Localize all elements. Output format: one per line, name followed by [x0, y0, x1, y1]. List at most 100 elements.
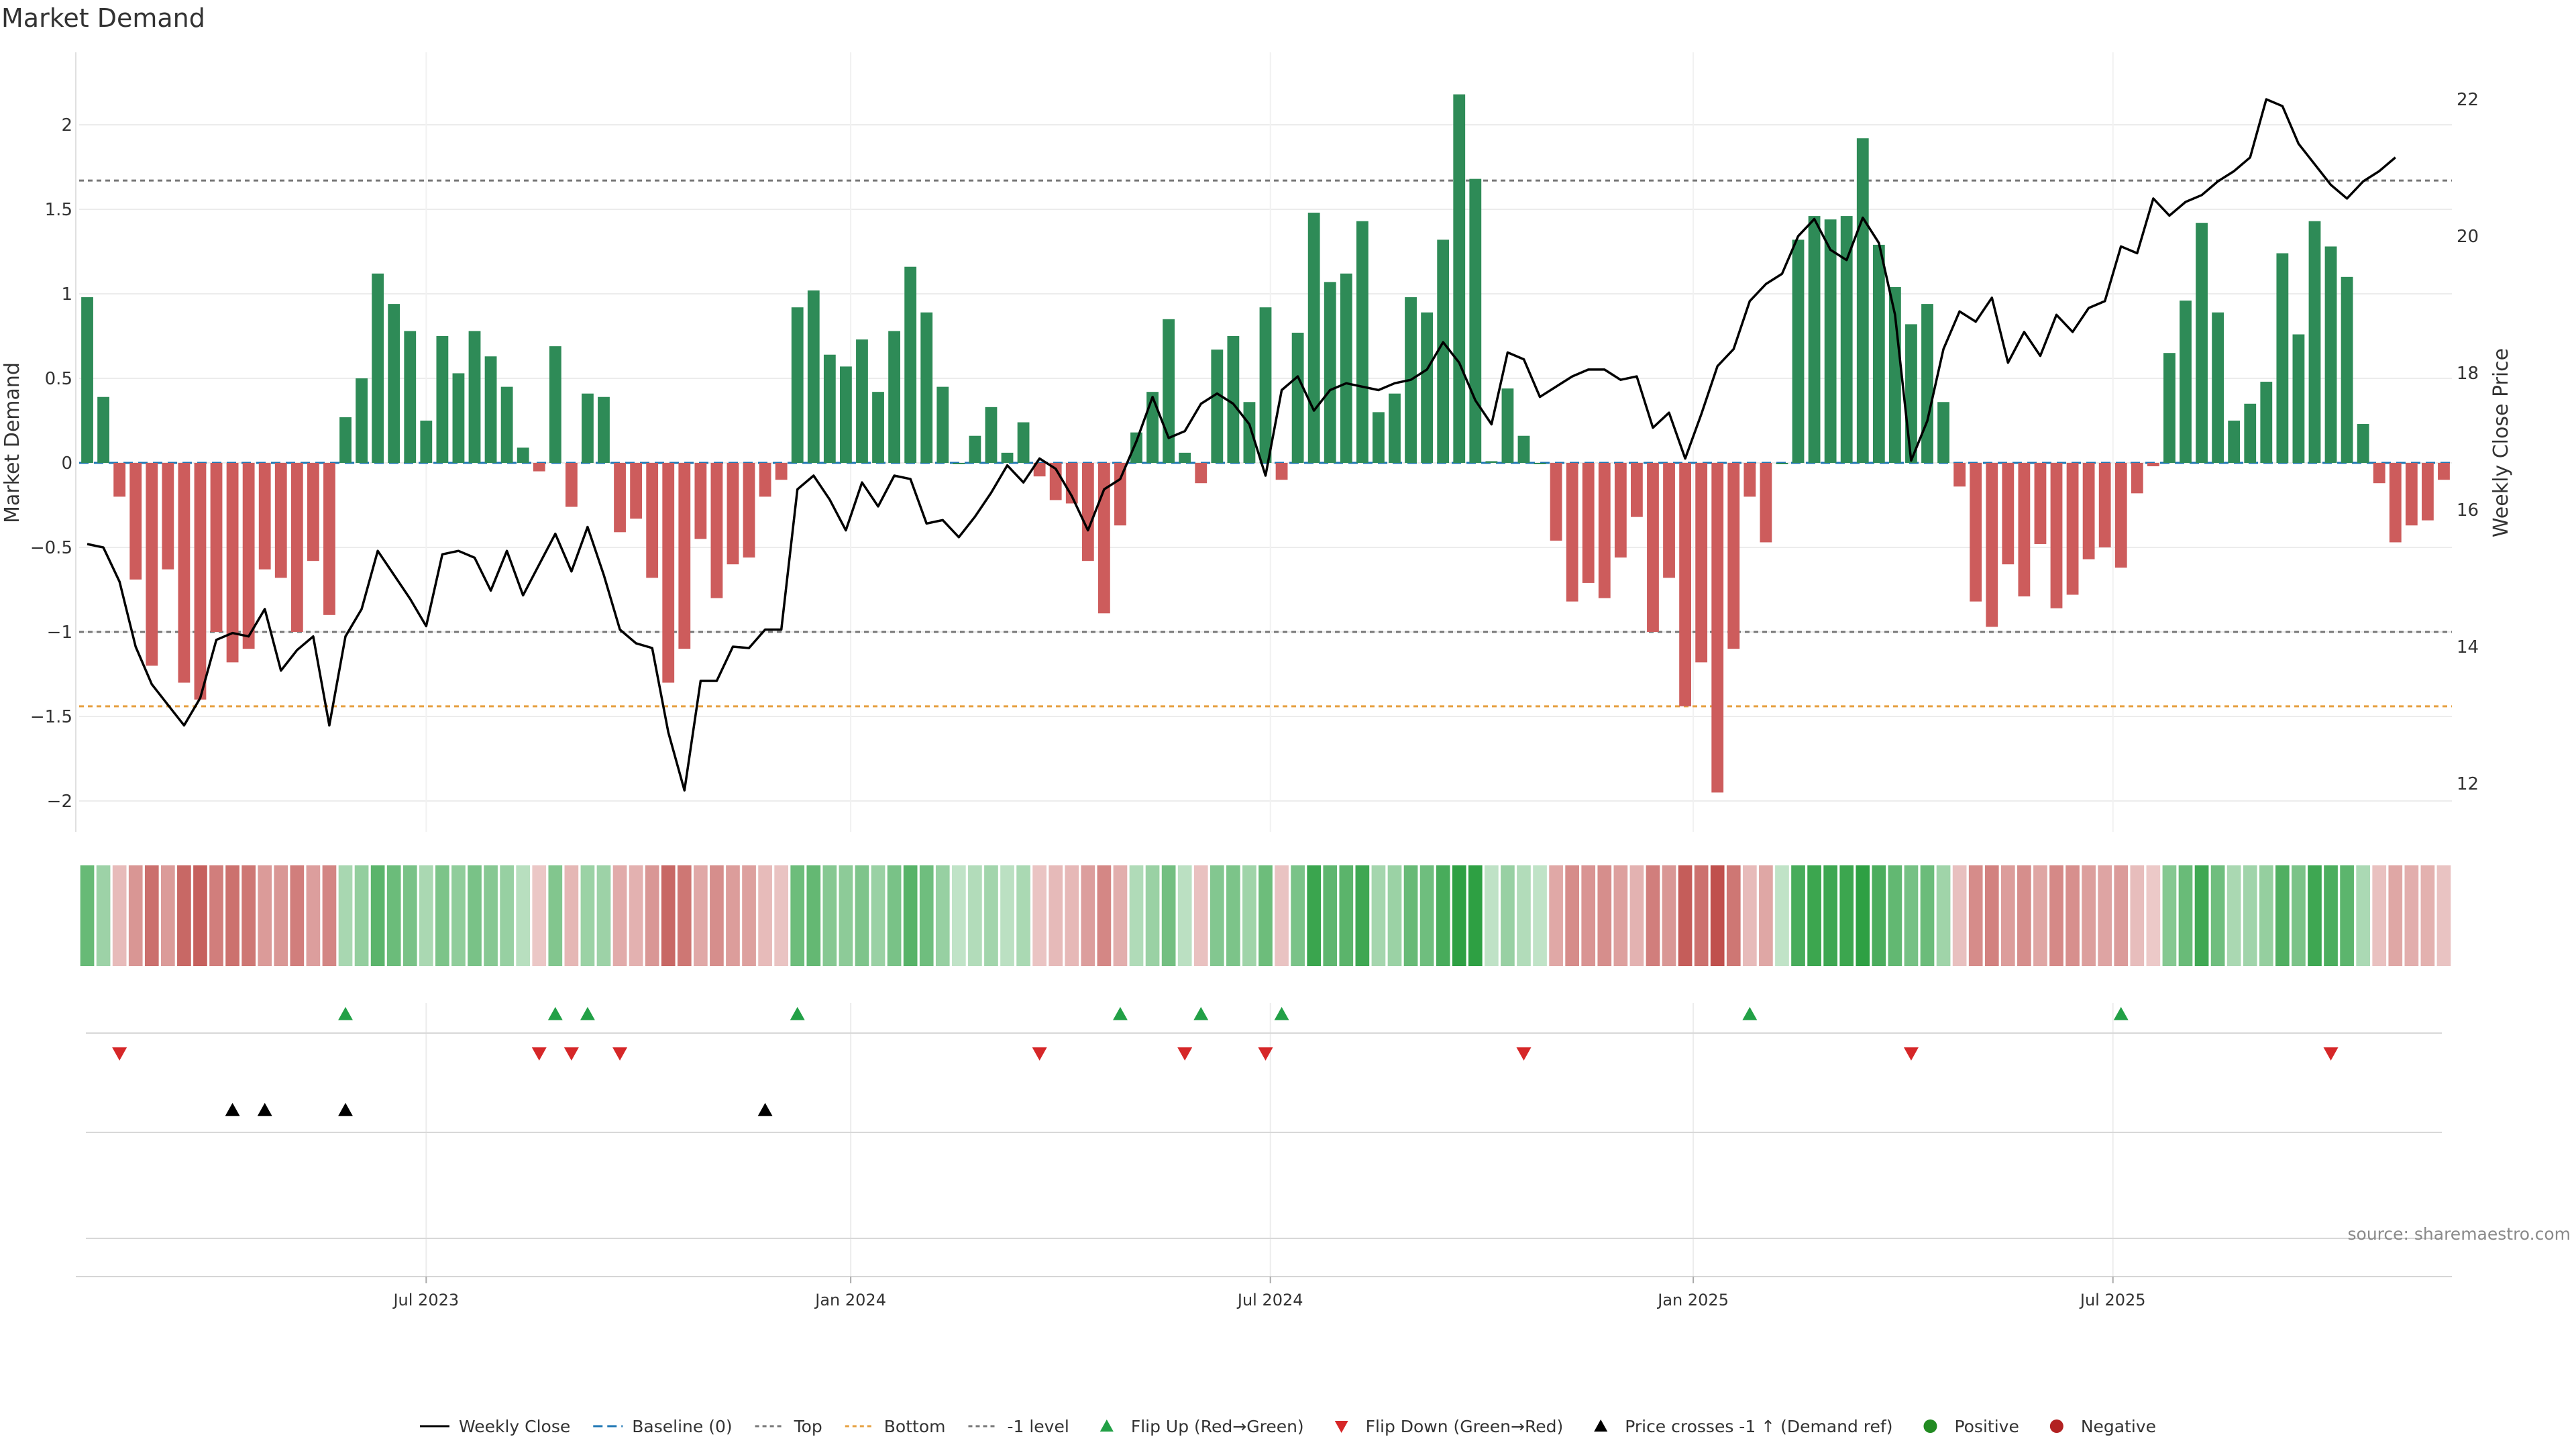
x-tick-label: Jan 2024 — [814, 1291, 886, 1309]
demand-bar — [307, 463, 319, 561]
demand-bar — [2066, 463, 2079, 595]
y-axis-right-title: Weekly Close Price — [2489, 348, 2513, 537]
strip-cell — [1097, 865, 1112, 966]
legend-item: Flip Up (Red→Green) — [1099, 1417, 1304, 1436]
demand-bar — [1711, 463, 1724, 793]
demand-bar — [2308, 221, 2321, 463]
demand-bar — [1211, 350, 1224, 463]
strip-cell — [2098, 865, 2112, 966]
strip-cell — [564, 865, 579, 966]
strip-cell — [1113, 865, 1128, 966]
strip-cell — [1323, 865, 1338, 966]
strip-cell — [1888, 865, 1902, 966]
strip-cell — [661, 865, 676, 966]
demand-bar — [1566, 463, 1578, 602]
demand-bar — [1324, 282, 1336, 463]
demand-bar — [1679, 463, 1691, 706]
demand-bar — [969, 435, 981, 463]
strip-cell — [2178, 865, 2193, 966]
demand-bar — [484, 356, 497, 463]
strip-cell — [2404, 865, 2419, 966]
demand-bar — [1373, 412, 1385, 463]
x-tick-label: Jul 2025 — [2079, 1291, 2146, 1309]
flip-down-marker — [531, 1047, 547, 1061]
strip-cell — [80, 865, 95, 966]
flip-down-marker — [1516, 1047, 1532, 1061]
strip-cell — [306, 865, 321, 966]
demand-bar — [1614, 463, 1627, 558]
strip-cell — [1807, 865, 1821, 966]
strip-cell — [612, 865, 627, 966]
demand-bar — [1582, 463, 1595, 583]
demand-bar — [356, 378, 368, 463]
x-tick-label: Jul 2023 — [392, 1291, 459, 1309]
strip-cell — [855, 865, 869, 966]
strip-cell — [1952, 865, 1967, 966]
strip-cell — [1968, 865, 1983, 966]
demand-bar — [388, 304, 400, 463]
strip-cell — [274, 865, 288, 966]
strip-cell — [1081, 865, 1095, 966]
strip-cell — [806, 865, 821, 966]
demand-bar — [1097, 463, 1110, 614]
demand-bar — [1114, 463, 1126, 526]
strip-cell — [516, 865, 531, 966]
legend-swatch — [2049, 1419, 2063, 1433]
y-right-tick-label: 22 — [2457, 90, 2479, 110]
legend-item: Positive — [1923, 1417, 2019, 1436]
strip-cell — [1581, 865, 1596, 966]
demand-bar — [1695, 463, 1708, 663]
flip-down-marker — [112, 1047, 127, 1061]
strip-cell — [2130, 865, 2145, 966]
strip-cell — [694, 865, 708, 966]
demand-bar — [614, 463, 626, 533]
y-tick-label: 1 — [61, 284, 72, 305]
strip-cell — [968, 865, 982, 966]
y-right-tick-label: 12 — [2457, 774, 2479, 794]
demand-bar — [565, 463, 578, 507]
demand-bar — [1727, 463, 1740, 649]
demand-bar — [598, 396, 610, 463]
strip-cell — [822, 865, 837, 966]
demand-bar — [2131, 463, 2143, 494]
demand-bar — [1291, 332, 1304, 463]
demand-bar — [678, 463, 691, 649]
demand-bar — [372, 273, 384, 463]
demand-bar — [2324, 246, 2337, 463]
demand-bar — [1001, 452, 1014, 463]
demand-bar — [1501, 388, 1514, 463]
strip-cell — [887, 865, 902, 966]
legend-label: Top — [794, 1417, 822, 1436]
strip-cell — [2308, 865, 2322, 966]
demand-bar — [468, 331, 481, 463]
flip-up-marker — [1112, 1007, 1128, 1020]
demand-bar — [985, 407, 998, 463]
strip-cell — [2017, 865, 2031, 966]
strip-cell — [241, 865, 256, 966]
demand-bar — [1469, 178, 1482, 463]
strip-cell — [354, 865, 369, 966]
strip-cell — [160, 865, 175, 966]
demand-bar — [178, 463, 191, 683]
legend: Weekly Close Baseline (0) Top Bottom -1 leve… — [419, 1417, 2156, 1436]
y-axis-left-title: Market Demand — [1, 362, 24, 523]
demand-bar — [404, 331, 417, 463]
demand-bar — [1598, 463, 1611, 598]
flip-up-marker — [338, 1007, 354, 1020]
demand-bar — [727, 463, 739, 565]
strip-cell — [1646, 865, 1660, 966]
strip-cell — [1613, 865, 1628, 966]
demand-bar — [2405, 463, 2418, 526]
strip-cell — [435, 865, 449, 966]
strip-cell — [596, 865, 611, 966]
strip-cell — [1904, 865, 1919, 966]
demand-bar — [2212, 312, 2224, 463]
price-cross-marker — [757, 1103, 773, 1116]
y-tick-label: 2 — [61, 115, 72, 136]
y-right-tick-label: 20 — [2457, 227, 2479, 247]
demand-bar — [81, 297, 93, 463]
strip-cell — [1258, 865, 1273, 966]
strip-cell — [1920, 865, 1935, 966]
demand-bar — [775, 463, 788, 480]
demand-bar — [452, 373, 465, 463]
